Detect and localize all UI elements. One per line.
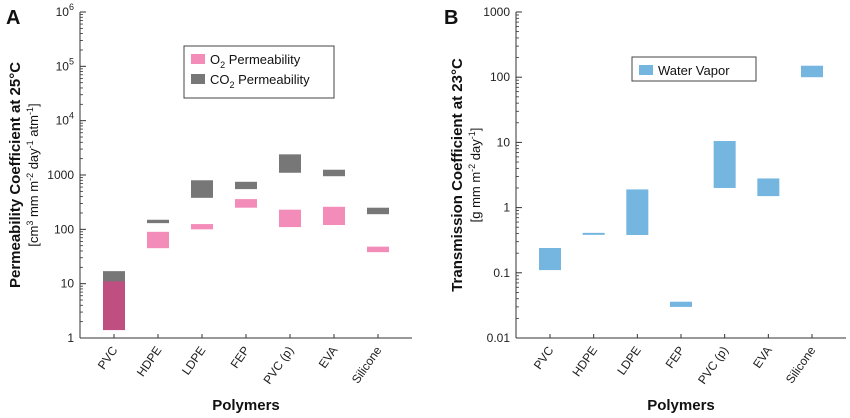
legend-swatch <box>639 65 653 75</box>
y-axis-unit: [g mm m-2 day-1] <box>467 128 483 223</box>
bar-water-vapor-fep <box>670 301 692 307</box>
y-tick-label: 105 <box>56 56 74 73</box>
x-tick-label-pvc-p: PVC (p) <box>695 344 731 387</box>
legend-label: O2 Permeability <box>210 52 301 70</box>
panel-b: B 0.01 0.1 1 10 100 1000 Transmission Coefficie… <box>444 5 846 414</box>
x-tick-label-silicone: Silicone <box>783 343 819 386</box>
panel-label: B <box>444 7 458 29</box>
bar-o2-permeability-silicone <box>367 246 389 253</box>
bar-o2-permeability-pvc-p <box>279 209 301 228</box>
y-tick-label: 10 <box>497 135 511 149</box>
bar-water-vapor-ldpe <box>626 189 649 235</box>
bar-o2-permeability-ldpe <box>191 224 213 230</box>
y-axis-title: Permeability Coefficient at 25°C <box>7 62 24 288</box>
x-tick-label-eva: EVA <box>316 344 341 371</box>
legend-swatch <box>191 74 205 84</box>
y-tick-label: 1000 <box>47 168 74 182</box>
bar-co2-permeability-silicone <box>367 207 389 215</box>
bar-o2-permeability-fep <box>235 199 257 208</box>
x-tick-label-fep: FEP <box>228 344 253 371</box>
bar-co2-permeability-fep <box>235 181 257 190</box>
panel-label: A <box>6 7 20 29</box>
x-axis-title: Polymers <box>212 397 280 414</box>
y-tick-label: 106 <box>56 2 74 19</box>
x-tick-label-ldpe: LDPE <box>179 344 208 378</box>
bar-co2-permeability-eva <box>323 169 345 177</box>
y-tick-label: 100 <box>54 222 74 236</box>
x-tick-label-hdpe: HDPE <box>134 344 165 379</box>
x-tick-label-pvc-p: PVC (p) <box>261 344 297 387</box>
legend-label: CO2 Permeability <box>210 72 310 90</box>
panel-a: A 1 10 100 1000 104 105 106 Permeability Coeffic… <box>6 2 412 414</box>
y-tick-label: 1 <box>67 331 74 345</box>
y-axis-unit: [cm3 mm m-2 day-1 atm-1] <box>25 103 41 246</box>
y-tick-label: 1 <box>503 201 510 215</box>
bar-water-vapor-eva <box>757 178 780 197</box>
y-tick-label: 100 <box>490 70 510 84</box>
y-tick-label: 1000 <box>483 5 510 19</box>
bar-o2-permeability-eva <box>323 206 345 226</box>
bar-water-vapor-pvc <box>539 248 561 271</box>
y-tick-label: 0.1 <box>493 266 510 280</box>
bar-o2-permeability-hdpe <box>147 231 169 249</box>
bar-water-vapor-pvc-p <box>713 141 736 188</box>
x-axis-title: Polymers <box>647 397 715 414</box>
bar-water-vapor-silicone <box>801 65 823 78</box>
legend-label: Water Vapor <box>658 63 730 78</box>
y-tick-label: 0.01 <box>487 331 511 345</box>
legend: Water Vapor <box>631 56 757 82</box>
x-tick-label-pvc: PVC <box>95 343 121 372</box>
legend-swatch <box>191 54 205 64</box>
bar-water-vapor-hdpe <box>582 232 605 235</box>
bar-o2-permeability-pvc-dark <box>103 281 125 331</box>
x-tick-label-eva: EVA <box>750 344 775 371</box>
x-tick-label-ldpe: LDPE <box>614 344 643 378</box>
x-tick-label-silicone: Silicone <box>349 343 385 386</box>
legend-box <box>183 45 335 99</box>
bar-co2-permeability-ldpe <box>191 180 213 198</box>
legend: O2 Permeability CO2 Permeability <box>183 45 335 99</box>
x-tick-label-fep: FEP <box>663 344 688 371</box>
bar-co2-permeability-hdpe <box>147 219 169 224</box>
y-axis-title: Transmission Coefficient at 23°C <box>449 58 466 292</box>
bar-co2-permeability-pvc <box>103 271 125 284</box>
bar-co2-permeability-pvc-p <box>279 154 301 173</box>
x-tick-label-pvc: PVC <box>531 343 557 372</box>
x-tick-label-hdpe: HDPE <box>570 344 601 379</box>
y-tick-label: 10 <box>61 277 75 291</box>
y-tick-label: 104 <box>56 111 74 128</box>
